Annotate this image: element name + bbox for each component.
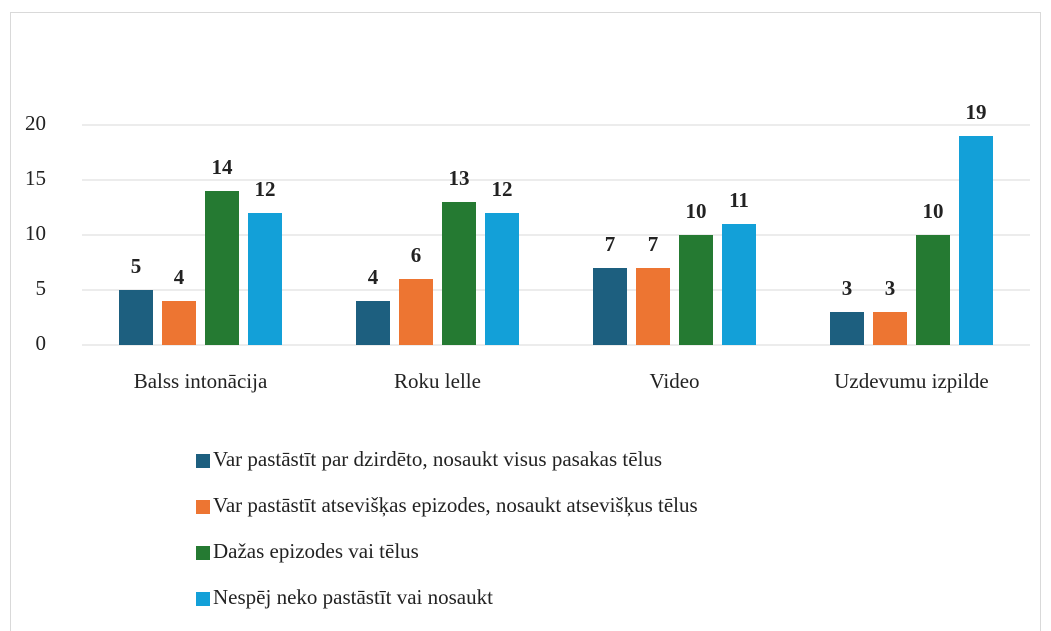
data-label: 13 (449, 166, 470, 190)
legend-label: Dažas epizodes vai tēlus (213, 539, 419, 563)
data-label: 12 (255, 177, 276, 201)
x-tick-label: Balss intonācija (134, 369, 268, 393)
y-tick-label: 15 (25, 166, 46, 190)
x-tick-label: Uzdevumu izpilde (834, 369, 989, 393)
bar (356, 301, 390, 345)
chart-frame (10, 12, 1041, 631)
bar (916, 235, 950, 345)
bar (679, 235, 713, 345)
x-tick-label: Video (649, 369, 699, 393)
bar (873, 312, 907, 345)
data-label: 4 (368, 265, 379, 289)
y-tick-label: 10 (25, 221, 46, 245)
legend-swatch (196, 500, 210, 514)
data-label: 3 (842, 276, 853, 300)
data-label: 10 (686, 199, 707, 223)
bar (442, 202, 476, 345)
y-tick-label: 0 (36, 331, 47, 355)
data-label: 10 (923, 199, 944, 223)
y-tick-label: 20 (25, 111, 46, 135)
data-label: 3 (885, 276, 896, 300)
data-label: 5 (131, 254, 142, 278)
y-tick-label: 5 (36, 276, 47, 300)
legend-swatch (196, 546, 210, 560)
bar (162, 301, 196, 345)
bar (399, 279, 433, 345)
x-tick-label: Roku lelle (394, 369, 481, 393)
bar (830, 312, 864, 345)
data-label: 12 (492, 177, 513, 201)
bar (485, 213, 519, 345)
bar (636, 268, 670, 345)
bar (593, 268, 627, 345)
data-label: 4 (174, 265, 185, 289)
data-label: 7 (605, 232, 616, 256)
data-label: 14 (212, 155, 234, 179)
legend-swatch (196, 454, 210, 468)
legend-label: Var pastāstīt atsevišķas epizodes, nosau… (213, 493, 698, 517)
bar (722, 224, 756, 345)
data-label: 7 (648, 232, 659, 256)
data-label: 11 (729, 188, 749, 212)
bar (205, 191, 239, 345)
data-label: 19 (966, 100, 987, 124)
legend-label: Nespēj neko pastāstīt vai nosaukt (213, 585, 493, 609)
data-label: 6 (411, 243, 422, 267)
bar (248, 213, 282, 345)
bar (959, 136, 993, 345)
legend-swatch (196, 592, 210, 606)
bar (119, 290, 153, 345)
legend-label: Var pastāstīt par dzirdēto, nosaukt visu… (213, 447, 662, 471)
